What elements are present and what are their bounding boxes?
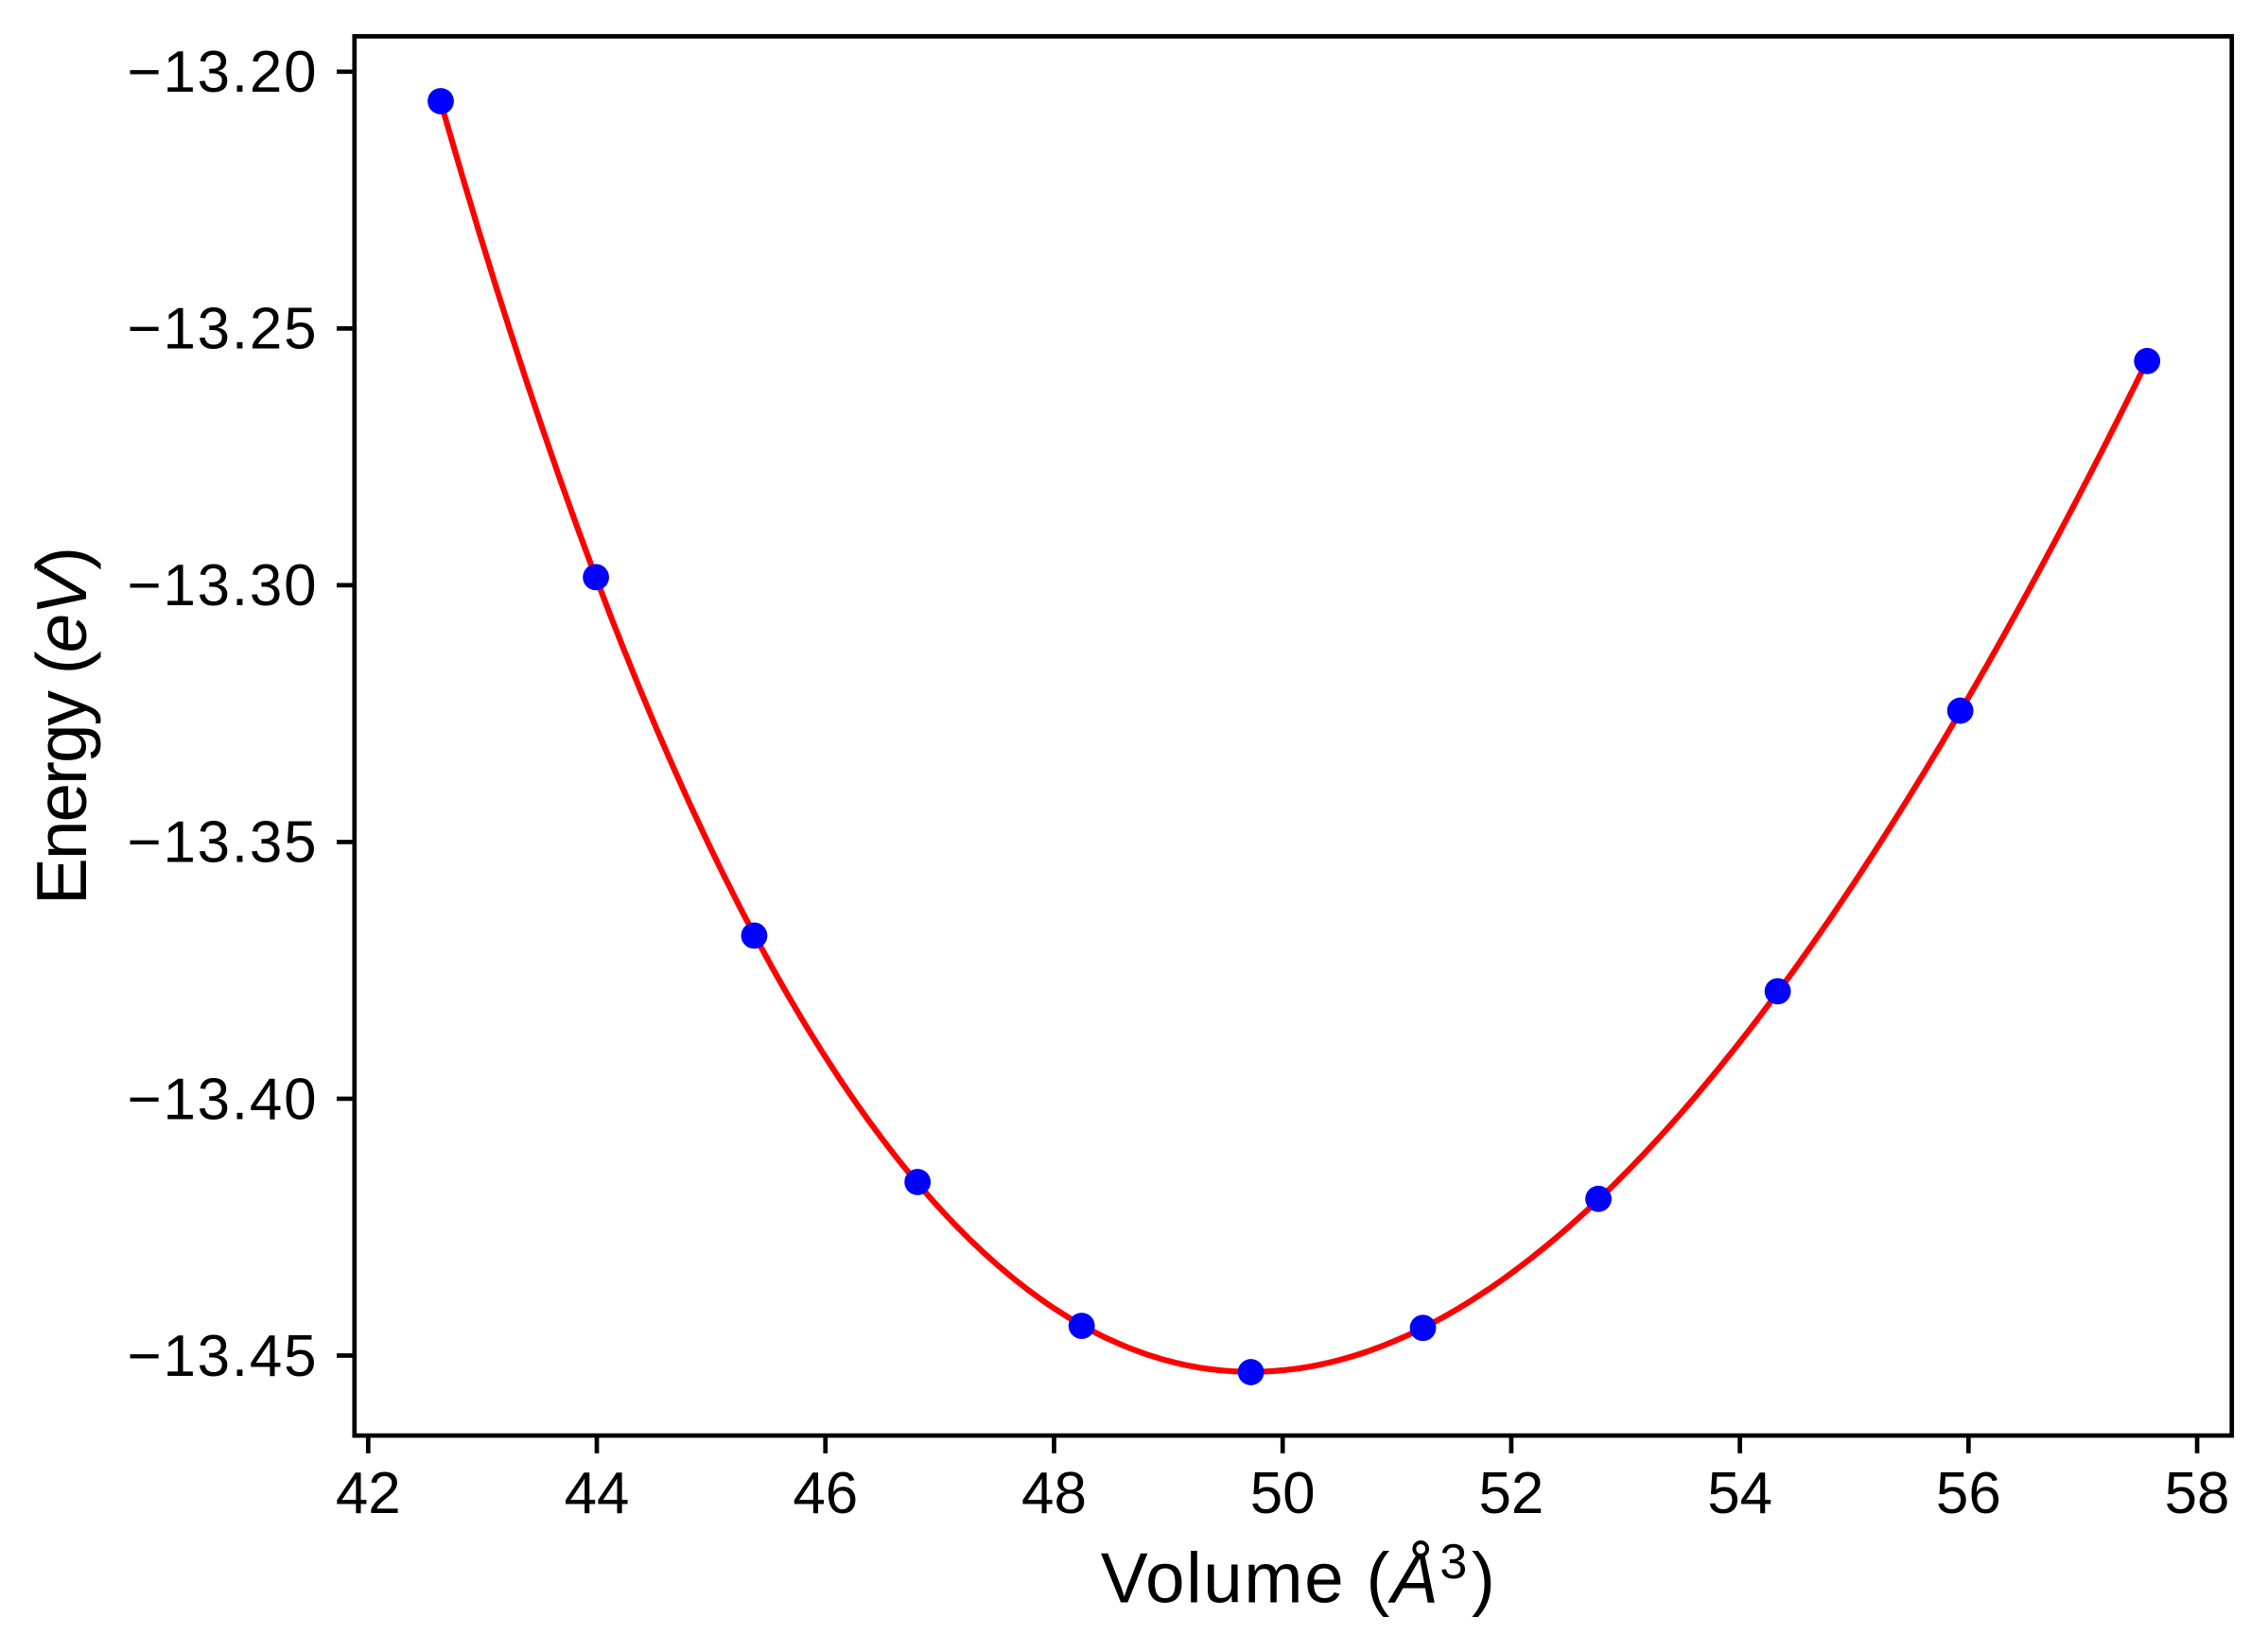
svg-text:46: 46 xyxy=(793,1461,858,1526)
svg-text:54: 54 xyxy=(1707,1461,1772,1526)
svg-text:−13.45: −13.45 xyxy=(128,1324,317,1389)
svg-text:50: 50 xyxy=(1250,1461,1316,1526)
svg-text:−13.20: −13.20 xyxy=(128,40,317,105)
svg-text:−13.30: −13.30 xyxy=(128,553,317,618)
svg-text:Volume (Å3): Volume (Å3) xyxy=(1101,1535,1497,1618)
svg-text:42: 42 xyxy=(336,1461,401,1526)
svg-text:−13.35: −13.35 xyxy=(128,810,317,876)
svg-text:44: 44 xyxy=(565,1461,630,1526)
svg-text:56: 56 xyxy=(1936,1461,2001,1526)
svg-text:Energy (eV): Energy (eV) xyxy=(22,548,101,905)
svg-text:−13.25: −13.25 xyxy=(128,297,317,362)
svg-text:52: 52 xyxy=(1478,1461,1544,1526)
svg-text:−13.40: −13.40 xyxy=(128,1067,317,1132)
svg-text:58: 58 xyxy=(2165,1461,2230,1526)
svg-text:48: 48 xyxy=(1021,1461,1087,1526)
